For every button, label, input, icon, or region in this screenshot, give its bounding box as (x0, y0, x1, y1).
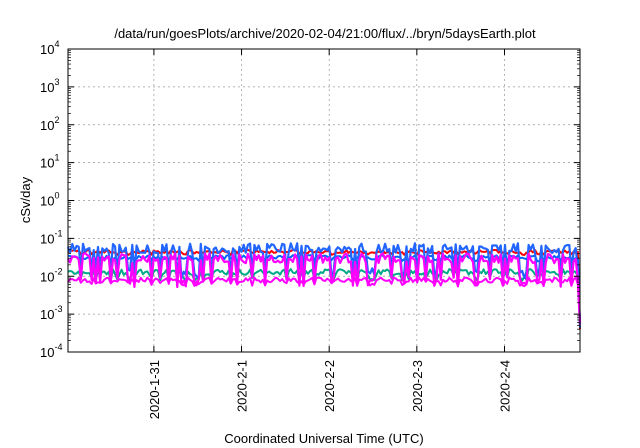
series-layer (66, 242, 582, 330)
y-tick-exponent: -4 (54, 342, 62, 352)
y-tick-exponent: 0 (54, 191, 59, 201)
x-tick-label: 2020-2-3 (410, 360, 425, 412)
y-tick-label: 100 (40, 191, 59, 209)
x-axis-ticks: 2020-1-31 2020-2-1 2020-2-2 2020-2-3 2020-2-… (147, 49, 512, 419)
y-tick-exponent: -2 (54, 266, 62, 276)
series-line (67, 276, 581, 325)
y-tick-label: 10-4 (40, 342, 62, 360)
y-tick-label: 10-1 (40, 228, 62, 246)
x-tick-label: 2020-2-2 (322, 360, 337, 412)
x-tick-label: 2020-2-4 (497, 360, 512, 412)
y-tick-exponent: -1 (54, 228, 62, 238)
y-tick-label: 10-3 (40, 304, 62, 322)
y-tick-label: 10-2 (40, 266, 62, 284)
series-line (67, 252, 582, 323)
series-line (66, 242, 582, 324)
grid (68, 49, 580, 352)
y-tick-exponent: 1 (54, 153, 59, 163)
y-tick-label: 103 (40, 77, 59, 95)
x-axis-label: Coordinated Universal Time (UTC) (224, 431, 423, 446)
y-tick-exponent: 3 (54, 77, 59, 87)
x-tick-label: 2020-1-31 (147, 360, 162, 419)
y-axis-label: cSv/day (18, 176, 33, 223)
y-tick-exponent: 2 (54, 115, 59, 125)
x-tick-label: 2020-2-1 (235, 360, 250, 412)
plot-frame (67, 48, 581, 353)
y-tick-label: 104 (40, 39, 59, 57)
chart-title: /data/run/goesPlots/archive/2020-02-04/2… (114, 26, 536, 41)
y-tick-exponent: -3 (54, 304, 62, 314)
y-tick-label: 101 (40, 153, 59, 171)
y-tick-exponent: 4 (54, 39, 59, 49)
y-tick-label: 102 (40, 115, 59, 133)
